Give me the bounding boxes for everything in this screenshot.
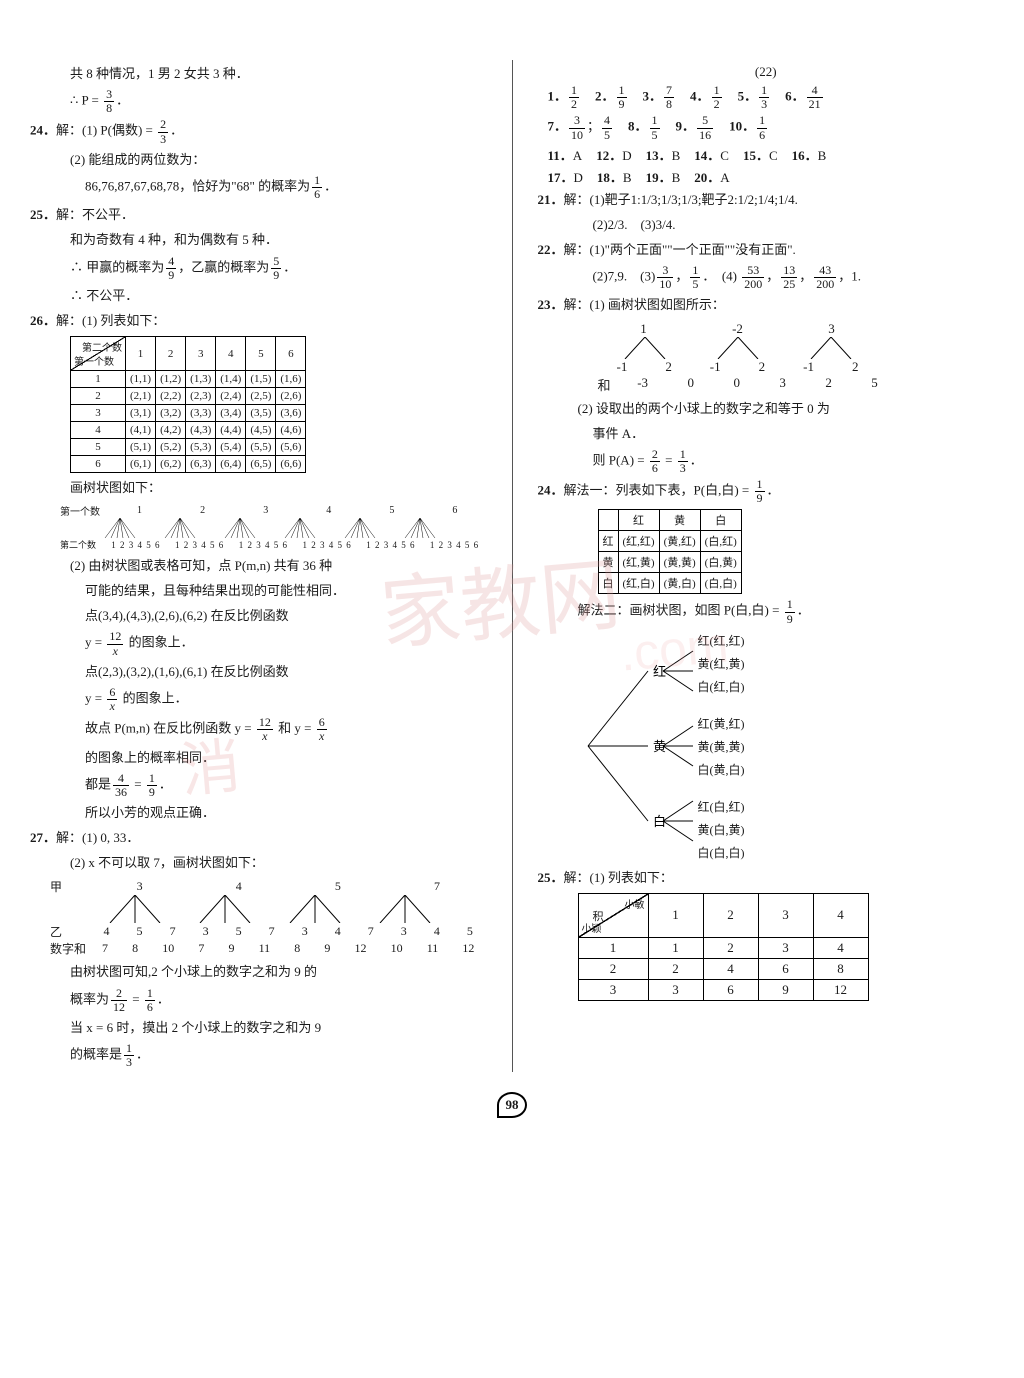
text: 画树状图如下： — [30, 477, 487, 499]
text: ∴ P = 38． — [30, 88, 487, 115]
text: y = 12x 的图象上． — [30, 630, 487, 657]
tree-lines-icon — [90, 895, 490, 923]
text: (2) 能组成的两位数为： — [30, 149, 487, 171]
mc-answers: 11．A 12．D 13．B 14．C 15．C 16．B — [538, 145, 995, 164]
ans: 9．516 — [676, 114, 716, 141]
svg-text:黄: 黄 — [653, 739, 666, 754]
q24: 24．解：(1) P(偶数) = 23． — [30, 118, 487, 145]
text: 故点 P(m,n) 在反比例函数 y = 12x 和 y = 6x — [30, 716, 487, 743]
q24r-table: 红黄白 红(红,红)(黄,红)(白,红) 黄(红,黄)(黄,黄)(白,黄) 白(… — [598, 509, 742, 594]
ans: 3．78 — [643, 84, 677, 111]
q26-table: 第二个数第一个数 123456 1(1,1)(1,2)(1,3)(1,4)(1,… — [70, 336, 306, 473]
page-content: 共 8 种情况，1 男 2 女共 3 种． ∴ P = 38． 24．解：(1)… — [30, 60, 994, 1072]
short-answers: 7．310；45 8．15 9．516 10．16 — [538, 114, 995, 141]
short-answers: 1．12 2．19 3．78 4．12 5．13 6．421 — [538, 84, 995, 111]
text: 的图象上的概率相同． — [30, 747, 487, 769]
text: 解法二：画树状图，如图 P(白,白) = 19． — [538, 598, 995, 625]
q21: 21．解：(1)靶子1:1/3;1/3;1/3;靶子2:1/2;1/4;1/4. — [538, 189, 995, 211]
column-divider — [512, 60, 513, 1072]
q26-tree: 第一个数 123456 第二个数 1 2 3 4 5 61 2 3 4 5 61… — [30, 503, 487, 551]
text: 当 x = 6 时，摸出 2 个小球上的数字之和为 9 — [30, 1017, 487, 1039]
text: y = 6x 的图象上． — [30, 686, 487, 713]
text: 则 P(A) = 26 = 13． — [538, 448, 995, 475]
q23-tree: 1-23 -12 -12 -12 和 -30 03 25 — [598, 321, 995, 394]
q27-tree: 甲 3457 乙 457 357 347 345 数字和 7810 7911 8… — [50, 878, 487, 957]
mc-answers: 17．D 18．B 19．B 20．A — [538, 167, 995, 186]
text: ∴ 不公平． — [30, 285, 487, 307]
text: (2) 由树状图或表格可知，点 P(m,n) 共有 36 种 — [30, 555, 487, 577]
svg-text:白: 白 — [653, 814, 666, 829]
q25: 25．解：不公平． — [30, 204, 487, 226]
text: 86,76,87,67,68,78，恰好为"68" 的概率为16． — [30, 174, 487, 201]
text: 可能的结果，且每种结果出现的可能性相同． — [30, 580, 487, 602]
tree-lines-icon — [598, 337, 878, 359]
q25r: 25．解：(1) 列表如下： — [538, 867, 995, 889]
q23: 23．解：(1) 画树状图如图所示： — [538, 294, 995, 316]
text: 和为奇数有 4 种，和为偶数有 5 种． — [30, 229, 487, 251]
q27: 27．解：(1) 0, 33． — [30, 827, 487, 849]
page-number: 98 — [30, 1092, 994, 1118]
q22: 22．解：(1)"两个正面""一个正面""没有正面". — [538, 239, 995, 261]
ans: 7．310；45 — [548, 114, 615, 141]
left-column: 共 8 种情况，1 男 2 女共 3 种． ∴ P = 38． 24．解：(1)… — [30, 60, 487, 1072]
text: ∴ 甲赢的概率为49，乙赢的概率为59． — [30, 255, 487, 282]
right-column: (22) 1．12 2．19 3．78 4．12 5．13 6．421 7．31… — [538, 60, 995, 1072]
q25r-table: 小敏积小颖 1234 11234 22468 336912 — [578, 893, 869, 1001]
text: 所以小芳的观点正确． — [30, 802, 487, 824]
text: 共 8 种情况，1 男 2 女共 3 种． — [30, 63, 487, 85]
ans: 2．19 — [595, 84, 629, 111]
ans: 8．15 — [628, 114, 662, 141]
tree-lines-icon: 红 黄 白 — [578, 636, 698, 856]
ans: 5．13 — [738, 84, 772, 111]
text: (2)2/3. (3)3/4. — [538, 214, 995, 236]
svg-text:红: 红 — [653, 664, 666, 679]
q24r: 24．解法一：列表如下表，P(白,白) = 19． — [538, 478, 995, 505]
text: (2) x 不可以取 7，画树状图如下： — [30, 852, 487, 874]
text: (2) 设取出的两个小球上的数字之和等于 0 为 — [538, 398, 995, 420]
tree-lines-icon — [60, 518, 440, 538]
text: 点(3,4),(4,3),(2,6),(6,2) 在反比例函数 — [30, 605, 487, 627]
text: 由树状图可知,2 个小球上的数字之和为 9 的 — [30, 961, 487, 983]
q24r-color-tree: 红 黄 白 红(红,红)黄(红,黄)白(红,白) 红(黄,红)黄(黄,黄)白(黄… — [578, 632, 995, 861]
q26: 26．解：(1) 列表如下： — [30, 310, 487, 332]
text: 事件 A． — [538, 423, 995, 445]
text: (2)7,9. (3)310，15． (4) 53200，1325，43200，… — [538, 264, 995, 291]
text: 都是436 = 19． — [30, 772, 487, 799]
ans: 1．12 — [548, 84, 582, 111]
text: 概率为212 = 16． — [30, 987, 487, 1014]
text: 点(2,3),(3,2),(1,6),(6,1) 在反比例函数 — [30, 661, 487, 683]
ans: 10．16 — [729, 114, 769, 141]
section-number: (22) — [538, 64, 995, 80]
text: 的概率是13． — [30, 1042, 487, 1069]
ans: 6．421 — [785, 84, 825, 111]
ans: 4．12 — [690, 84, 724, 111]
